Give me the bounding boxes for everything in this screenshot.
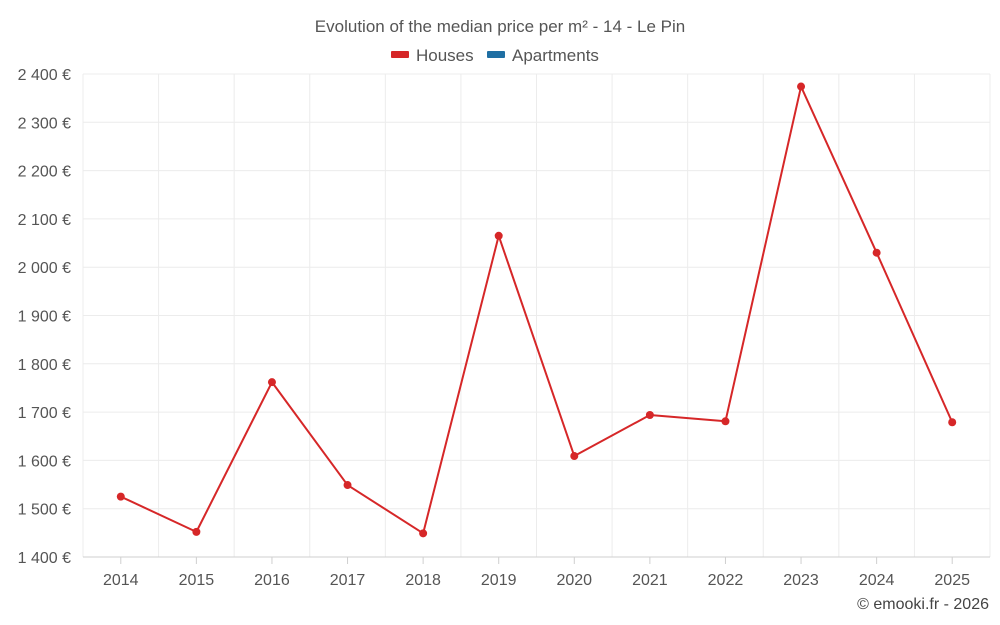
data-point-houses-2023[interactable] (797, 82, 806, 91)
x-tick-label: 2023 (783, 572, 819, 589)
data-point-houses-2020[interactable] (570, 452, 579, 461)
y-tick-label: 1 900 € (18, 309, 71, 326)
data-point-houses-2016[interactable] (267, 378, 276, 387)
y-tick-label: 1 600 € (18, 453, 71, 470)
x-tick-label: 2017 (330, 572, 366, 589)
x-tick-label: 2016 (254, 572, 290, 589)
y-tick-label: 1 700 € (18, 405, 71, 422)
series-line-houses (120, 85, 954, 535)
x-tick-label: 2018 (405, 572, 441, 589)
data-point-houses-2015[interactable] (192, 527, 201, 536)
data-point-houses-2017[interactable] (343, 481, 352, 490)
series-houses (116, 82, 957, 538)
y-tick-label: 2 400 € (18, 67, 71, 84)
grid (82, 73, 991, 558)
y-tick-label: 2 300 € (18, 115, 71, 132)
y-axis-ticks: 1 400 € 1 500 € 1 600 € 1 700 € 1 800 € 1 900… (18, 67, 71, 567)
data-point-houses-2022[interactable] (721, 417, 730, 426)
x-tick-label: 2021 (632, 572, 668, 589)
legend-item-apartments[interactable]: Apartments (487, 46, 599, 65)
y-tick-label: 1 400 € (18, 550, 71, 567)
x-axis-ticks: 2014 2015 2016 2017 2018 2019 2020 2021 2022 2023… (103, 557, 970, 589)
credit-text: © emooki.fr - 2026 (857, 596, 989, 613)
legend-item-houses[interactable]: Houses (391, 46, 474, 65)
data-point-houses-2018[interactable] (419, 529, 428, 538)
x-tick-label: 2022 (708, 572, 744, 589)
x-tick-label: 2025 (934, 572, 970, 589)
data-point-houses-2021[interactable] (645, 410, 654, 419)
y-tick-label: 1 500 € (18, 502, 71, 519)
data-point-houses-2014[interactable] (116, 492, 125, 501)
legend: Houses Apartments (391, 46, 599, 65)
y-tick-label: 1 800 € (18, 357, 71, 374)
y-tick-label: 2 000 € (18, 260, 71, 277)
y-tick-label: 2 100 € (18, 212, 71, 229)
data-point-houses-2024[interactable] (872, 248, 881, 257)
data-point-houses-2025[interactable] (948, 418, 957, 427)
y-tick-label: 2 200 € (18, 164, 71, 181)
x-tick-label: 2020 (556, 572, 592, 589)
x-tick-label: 2019 (481, 572, 517, 589)
legend-label-apartments: Apartments (512, 46, 599, 65)
x-tick-label: 2024 (859, 572, 895, 589)
data-point-houses-2019[interactable] (494, 231, 503, 240)
x-tick-label: 2015 (179, 572, 215, 589)
legend-swatch-apartments (487, 51, 505, 58)
chart-title: Evolution of the median price per m² - 1… (315, 17, 685, 36)
legend-label-houses: Houses (416, 46, 474, 65)
x-tick-label: 2014 (103, 572, 139, 589)
legend-swatch-houses (391, 51, 409, 58)
